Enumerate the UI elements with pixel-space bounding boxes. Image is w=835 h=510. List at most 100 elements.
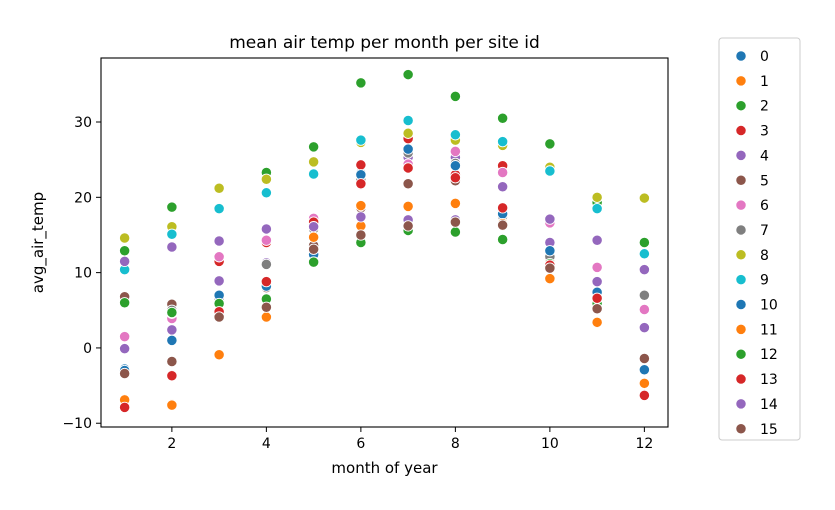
data-point [638,236,651,249]
x-axis-label: month of year [331,459,438,477]
data-point [307,156,320,168]
data-point [118,245,131,257]
legend-label: 12 [760,347,778,363]
legend-label: 3 [760,124,769,140]
data-point [496,181,509,193]
legend-marker [735,100,747,112]
data-point [591,292,603,304]
data-point [213,349,225,361]
x-tick-label: 6 [356,436,365,452]
legend-label: 1 [760,74,769,90]
data-point [638,321,651,334]
x-tick-label: 10 [541,436,559,452]
data-point [307,243,320,255]
legend-label: 5 [760,173,769,189]
data-point [355,77,367,89]
data-point [496,112,509,124]
data-point [591,234,603,246]
data-point [402,162,414,174]
data-point [638,289,651,301]
data-point [118,367,131,380]
y-tick-label: −10 [62,416,92,432]
x-tick-label: 4 [262,436,271,452]
data-point [213,235,225,247]
data-point [449,226,462,238]
data-point [166,370,178,382]
x-tick-label: 2 [167,436,176,452]
data-point [166,201,178,213]
data-point [355,134,367,146]
y-tick-label: 30 [74,115,92,131]
legend-label: 6 [760,198,769,214]
data-point [260,234,273,246]
data-point [638,364,651,376]
y-axis-label: avg_air_temp [29,192,48,293]
data-point [260,258,273,270]
legend-label: 14 [760,397,778,413]
data-point [402,127,414,139]
chart-title: mean air temp per month per site id [229,33,540,53]
data-point [166,228,178,240]
data-point [496,202,509,214]
legend-marker [735,249,747,261]
data-point [260,311,273,323]
legend-label: 15 [760,422,778,438]
data-point [166,399,178,411]
data-point [638,389,651,402]
legend-marker [735,323,747,335]
data-point [118,255,131,267]
legend-marker [735,398,747,410]
data-point [449,160,462,172]
legend-marker [735,174,747,186]
data-point [449,172,462,184]
legend-label: 2 [760,99,769,115]
data-point [166,355,178,368]
data-point [449,145,462,158]
x-ticks: 2 4 6 8 10 12 [167,427,653,452]
data-point [118,343,131,355]
data-point [355,211,367,223]
data-point [355,199,367,212]
data-point [638,248,651,260]
data-point [638,303,651,316]
legend-label: 11 [760,322,778,338]
legend-marker [735,348,747,360]
data-point [449,129,462,141]
data-point [213,182,225,194]
data-point [402,178,414,190]
data-point [355,178,367,190]
data-point [118,297,131,309]
data-point [166,241,178,253]
data-point [638,263,651,276]
data-point [496,219,509,231]
x-tick-label: 8 [451,436,460,452]
legend-marker [735,149,747,162]
legend-marker [735,224,747,236]
data-point [496,135,509,148]
data-point [166,306,178,319]
data-point [307,221,320,233]
legend-marker [735,199,747,211]
data-point [402,68,414,81]
data-point [402,200,414,213]
data-point [260,223,273,235]
legend-label: 4 [760,148,769,164]
points-layer [118,68,651,414]
x-tick-label: 12 [635,436,653,452]
legend-frame [718,37,801,441]
data-point [213,311,225,323]
data-point [591,191,603,203]
data-point [544,262,556,274]
y-tick-label: 10 [74,266,92,282]
data-point [118,232,131,244]
data-point [355,229,367,241]
legend-marker [735,50,747,62]
data-point [591,276,603,288]
data-point [449,216,462,228]
data-point [544,165,556,177]
data-point [544,138,556,150]
data-point [260,276,273,288]
plot-frame [100,57,669,428]
